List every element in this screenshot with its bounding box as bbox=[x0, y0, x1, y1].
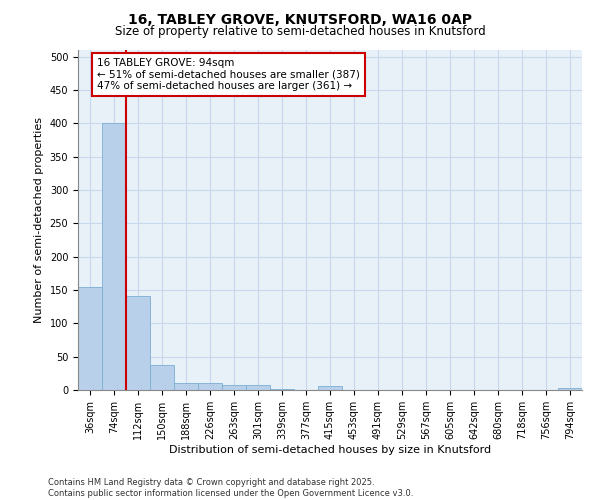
Bar bbox=[246, 386, 270, 390]
Bar bbox=[270, 388, 294, 390]
Text: 16 TABLEY GROVE: 94sqm
← 51% of semi-detached houses are smaller (387)
47% of se: 16 TABLEY GROVE: 94sqm ← 51% of semi-det… bbox=[97, 58, 360, 91]
Text: Contains HM Land Registry data © Crown copyright and database right 2025.
Contai: Contains HM Land Registry data © Crown c… bbox=[48, 478, 413, 498]
Bar bbox=[174, 382, 198, 390]
Y-axis label: Number of semi-detached properties: Number of semi-detached properties bbox=[34, 117, 44, 323]
Bar bbox=[222, 384, 246, 390]
Bar bbox=[318, 386, 342, 390]
Bar bbox=[126, 296, 150, 390]
X-axis label: Distribution of semi-detached houses by size in Knutsford: Distribution of semi-detached houses by … bbox=[169, 444, 491, 454]
Bar bbox=[150, 364, 174, 390]
Bar bbox=[102, 122, 126, 390]
Bar bbox=[558, 388, 582, 390]
Bar bbox=[78, 288, 102, 390]
Bar bbox=[198, 382, 222, 390]
Text: Size of property relative to semi-detached houses in Knutsford: Size of property relative to semi-detach… bbox=[115, 25, 485, 38]
Text: 16, TABLEY GROVE, KNUTSFORD, WA16 0AP: 16, TABLEY GROVE, KNUTSFORD, WA16 0AP bbox=[128, 12, 472, 26]
